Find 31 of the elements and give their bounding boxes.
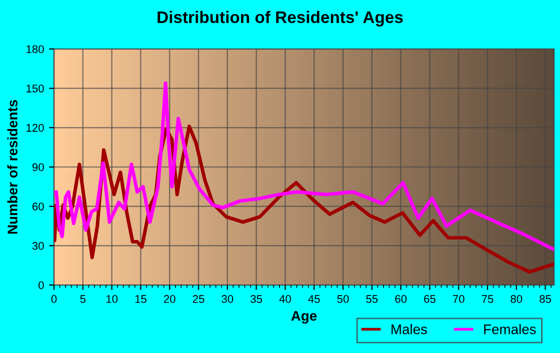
y-tick-label: 150 — [26, 84, 44, 92]
x-tick-label: 15 — [135, 295, 146, 303]
legend-label: Males — [392, 324, 427, 334]
line-series — [54, 81, 554, 252]
x-tick-label: 85 — [540, 295, 552, 303]
x-tick-label: 80 — [510, 295, 522, 303]
x-tick-label: 45 — [308, 295, 320, 303]
x-tick-label: 20 — [164, 295, 176, 303]
x-tick-label: 5 — [80, 295, 86, 303]
x-tick-label: 60 — [395, 295, 407, 303]
x-tick-label: 50 — [337, 295, 349, 303]
y-tick-label: 120 — [26, 124, 44, 132]
x-tick-label: 35 — [250, 295, 262, 303]
x-tick-label: 10 — [106, 295, 118, 303]
x-tick-label: 65 — [424, 295, 436, 303]
y-tick-label: 60 — [32, 202, 44, 210]
y-tick-label: 0 — [38, 281, 44, 290]
x-tick-label: 75 — [482, 295, 494, 303]
y-tick-label: 30 — [32, 242, 44, 250]
y-tick-label: 90 — [32, 163, 44, 172]
x-tick-label: 40 — [279, 295, 291, 303]
y-tick-label: 180 — [26, 45, 44, 54]
x-tick-label: 30 — [222, 295, 234, 303]
chart-title: Distribution of Residents' Ages — [158, 10, 403, 26]
legend-label: Females — [484, 324, 536, 334]
x-tick-label: 70 — [453, 295, 464, 303]
x-tick-label: 25 — [192, 295, 204, 303]
x-tick-label: 0 — [51, 295, 57, 303]
x-tick-label: 55 — [366, 295, 378, 303]
y-axis-title: Number of residents — [7, 100, 18, 234]
x-axis-title: Age — [291, 311, 317, 324]
